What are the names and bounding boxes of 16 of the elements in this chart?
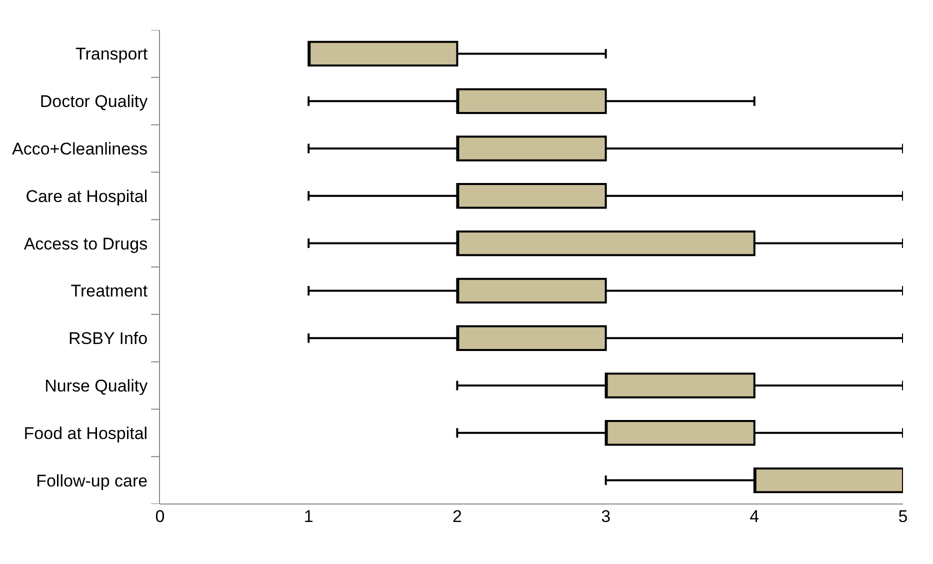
x-tick-label: 5: [898, 507, 908, 526]
x-tick-label: 3: [601, 507, 611, 526]
y-tick-label: Doctor Quality: [40, 92, 148, 112]
y-tick-label: Access to Drugs: [24, 234, 148, 254]
y-tick-label: Transport: [75, 44, 148, 64]
y-tick-label: Follow-up care: [36, 471, 148, 490]
y-tick-label: Treatment: [70, 282, 148, 301]
x-tick-label: 4: [750, 507, 760, 526]
y-tick-label: Acco+Cleanliness: [12, 139, 148, 158]
y-tick-label: Food at Hospital: [24, 424, 148, 443]
y-tick-label: RSBY Info: [68, 329, 148, 348]
x-tick-label: 2: [452, 507, 462, 526]
y-tick-label: Nurse Quality: [44, 376, 148, 396]
y-tick-label: Care at Hospital: [26, 186, 148, 206]
x-tick-label: 1: [304, 507, 314, 526]
x-tick-label: 0: [155, 507, 165, 526]
